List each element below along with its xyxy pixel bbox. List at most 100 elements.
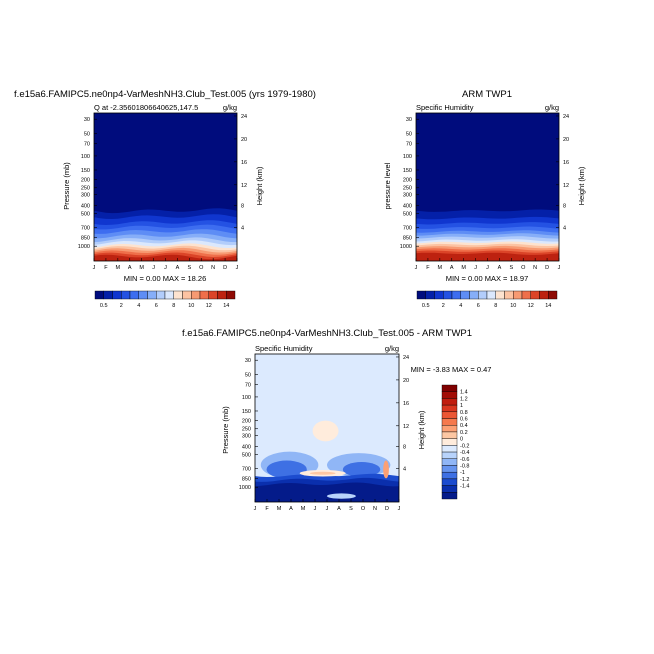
panel-model-colorbar: 0.5 2 4 6 8 10 12 14	[94, 290, 236, 309]
panel-diff-variable-label: Specific Humidity	[255, 344, 313, 353]
panel-diff-colorbar-label: 0.2	[460, 430, 468, 436]
panel-model-x-tick-label: O	[199, 265, 204, 271]
panel-diff-right-tick-label: 12	[403, 424, 409, 430]
panel-obs-colorbar-swatch	[416, 290, 426, 300]
panel-diff-y-tick-label: 200	[242, 419, 251, 425]
panel-model-y-tick-label: 700	[81, 226, 90, 232]
panel-diff-colorbar-swatch	[441, 425, 458, 433]
panel-obs-right-axis-label: Height (km)	[577, 166, 586, 205]
panel-obs-x-tick-label: J	[486, 265, 489, 271]
panel-diff-x-tick-label: A	[337, 506, 341, 512]
panel-obs-x-tick-label: M	[438, 265, 443, 271]
panel-obs-right-tick-label: 16	[563, 160, 569, 166]
panel-diff-x-tick-label: M	[301, 506, 306, 512]
panel-obs-colorbar-label: 4	[459, 303, 462, 309]
panel-diff-colorbar-swatch	[441, 492, 458, 500]
panel-obs-x-tick-label: D	[545, 265, 549, 271]
panel-diff-colorbar-swatch	[441, 404, 458, 413]
panel-model-colorbar-swatch	[147, 290, 157, 300]
panel-diff-colorbar-label: -1.2	[460, 477, 469, 483]
panel-diff-colorbar-swatch	[441, 458, 458, 466]
panel-diff-y-tick-label: 50	[245, 372, 251, 378]
panel-model-y-tick-label: 400	[81, 204, 90, 210]
panel-diff-colorbar-label: -1	[460, 470, 465, 476]
panel-obs-right-tick-label: 24	[563, 114, 569, 120]
panel-model-contours	[94, 113, 237, 261]
panel-obs-colorbar-swatch	[443, 290, 453, 300]
panel-diff-y-tick-label: 500	[242, 453, 251, 459]
panel-diff-colorbar-swatch	[441, 384, 458, 392]
panel-model-colorbar-swatch	[173, 290, 183, 300]
panel-diff-colorbar-swatch	[441, 398, 458, 406]
panel-diff-colorbar-label: -0.6	[460, 457, 469, 463]
panel-model-x-tick-label: A	[128, 265, 132, 271]
panel-obs-colorbar-swatch	[539, 290, 549, 300]
panel-obs-colorbar-label: 14	[545, 303, 551, 309]
panel-obs-colorbar-label: 2	[442, 303, 445, 309]
panel-obs-y-tick-label: 50	[406, 131, 412, 137]
panel-obs-colorbar-swatch	[504, 290, 514, 300]
panel-model-colorbar-swatch	[103, 290, 113, 300]
panel-diff-positive-blob	[312, 420, 339, 442]
panel-obs-variable-label: Specific Humidity	[416, 103, 474, 112]
panel-model-y-tick-label: 100	[81, 154, 90, 160]
panel-diff-colorbar-swatch	[441, 471, 458, 480]
panel-model-colorbar-swatch	[138, 290, 148, 300]
panel-model-x-tick-label: A	[176, 265, 180, 271]
panel-model-colorbar-label: 12	[206, 303, 212, 309]
panel-diff-title: f.e15a6.FAMIPC5.ne0np4-VarMeshNH3.Club_T…	[182, 328, 472, 339]
panel-model-colorbar-swatch	[199, 290, 209, 300]
panel-model-x-tick-label: J	[152, 265, 155, 271]
panel-obs-y-tick-label: 300	[403, 192, 412, 198]
panel-diff-colorbar-label: -0.8	[460, 463, 469, 469]
panel-obs-units-label: g/kg	[545, 103, 559, 112]
panel-diff: f.e15a6.FAMIPC5.ne0np4-VarMeshNH3.Club_T…	[182, 328, 491, 512]
panel-model-y-tick-label: 850	[81, 235, 90, 241]
panel-diff-min-max: MIN = -3.83 MAX = 0.47	[411, 365, 492, 374]
panel-diff-y-axis-label: Pressure (mb)	[221, 406, 230, 454]
panel-obs-contours	[416, 113, 559, 261]
panel-model-x-tick-label: D	[223, 265, 227, 271]
panel-model-units-label: g/kg	[223, 103, 237, 112]
panel-model-colorbar-label: 6	[155, 303, 158, 309]
panel-obs-x-tick-label: J	[415, 265, 418, 271]
panel-obs-colorbar-label: 0.5	[422, 303, 430, 309]
panel-model-right-tick-label: 12	[241, 183, 247, 189]
panel-diff-colorbar-swatch	[441, 391, 458, 399]
panel-obs-title: ARM TWP1	[462, 89, 512, 100]
panel-obs-colorbar-swatch	[478, 290, 488, 300]
panel-diff-units-label: g/kg	[385, 344, 399, 353]
panel-model-variable-label: Q at -2.35601806640625,147.5	[94, 103, 198, 112]
panel-diff-y-tick-label: 150	[242, 409, 251, 415]
panel-model-colorbar-swatch	[112, 290, 122, 300]
panel-model-min-max: MIN = 0.00 MAX = 18.26	[124, 274, 207, 283]
panel-model-right-tick-label: 8	[241, 204, 244, 210]
panel-model-colorbar-label: 14	[223, 303, 229, 309]
panel-diff-contours	[255, 354, 399, 502]
panel-diff-colorbar: 1.41.210.80.60.40.20-0.2-0.4-0.6-0.8-1-1…	[441, 384, 469, 500]
panel-model-right-tick-label: 16	[241, 160, 247, 166]
panel-diff-colorbar-label: -1.4	[460, 484, 469, 490]
panel-model-x-tick-label: J	[164, 265, 167, 271]
panel-diff-right-tick-label: 4	[403, 467, 406, 473]
panel-diff-colorbar-swatch	[441, 478, 458, 486]
panel-diff-x-tick-label: A	[289, 506, 293, 512]
panel-model-colorbar-label: 4	[137, 303, 140, 309]
panel-obs-colorbar-swatch	[434, 290, 444, 300]
panel-obs-y-tick-label: 700	[403, 226, 412, 232]
panel-obs-colorbar: 0.5 2 4 6 8 10 12 14	[416, 290, 558, 309]
panel-model-y-tick-label: 500	[81, 212, 90, 218]
panel-diff-colorbar-swatch	[441, 438, 458, 446]
panel-diff-right-tick-label: 24	[403, 355, 409, 361]
panel-diff-right-tick-label: 16	[403, 401, 409, 407]
panel-obs-colorbar-swatch	[495, 290, 505, 300]
panel-obs-colorbar-swatch	[530, 290, 540, 300]
panel-diff-y-tick-label: 30	[245, 358, 251, 364]
panel-obs-colorbar-swatch	[451, 290, 461, 300]
panel-model-colorbar-swatch	[191, 290, 201, 300]
panel-model-colorbar-swatch	[164, 290, 174, 300]
panel-diff-colorbar-swatch	[441, 411, 458, 419]
panel-model-colorbar-swatch	[94, 290, 104, 300]
